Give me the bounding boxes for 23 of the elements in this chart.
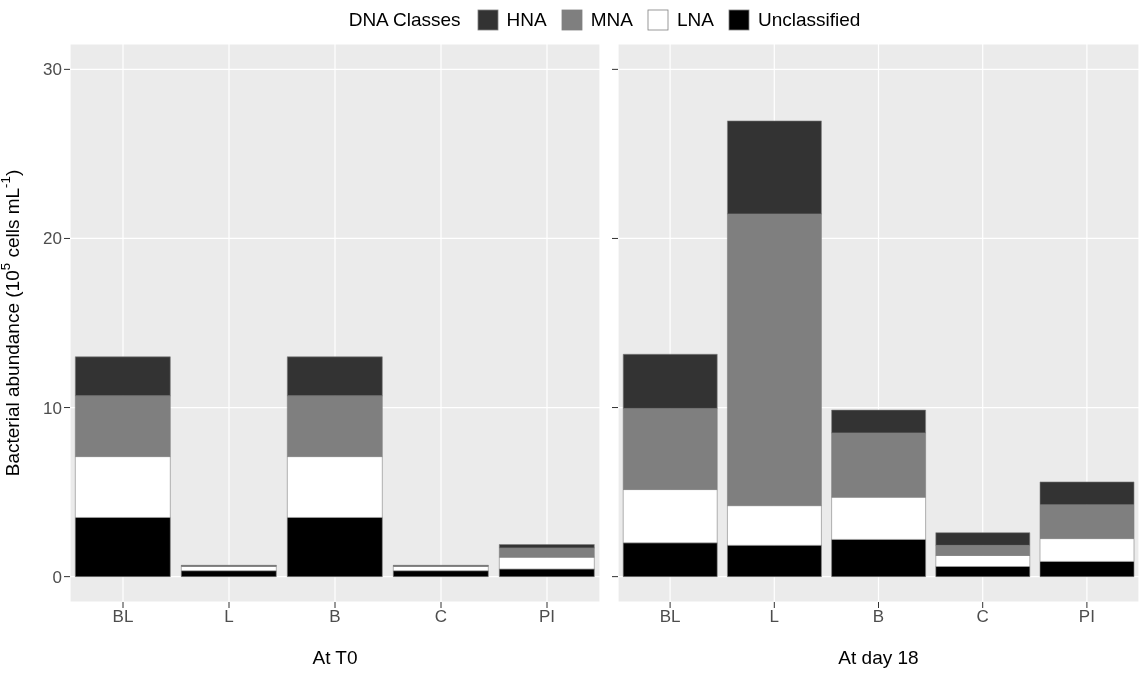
bar [181,570,277,577]
x-tick-label: L [224,607,234,627]
x-tick-label: BL [659,607,681,627]
x-axis-title: At day 18 [838,647,919,668]
x-tick-label: B [872,607,885,627]
x-tick-label: PI [538,607,556,627]
x-tick-label: PI [1078,607,1095,627]
x-tick-label: BL [112,607,134,627]
x-tick-label: B [329,607,341,627]
legend-label: HNA [506,9,547,31]
legend-label: MNA [590,9,633,31]
x-tick-label: C [434,607,448,627]
bar [393,570,489,577]
y-tick-label: 10 [43,398,62,418]
legend-label: Unclassified [757,9,861,31]
y-tick-label: 20 [43,229,62,249]
legend-title: DNA Classes [348,9,461,31]
x-tick-label: C [976,607,989,627]
legend-label: LNA [676,9,714,31]
x-tick-label: L [769,607,780,627]
y-tick-label: 30 [43,60,62,80]
y-tick-label: 0 [52,567,62,587]
x-axis-title: At T0 [312,647,358,668]
